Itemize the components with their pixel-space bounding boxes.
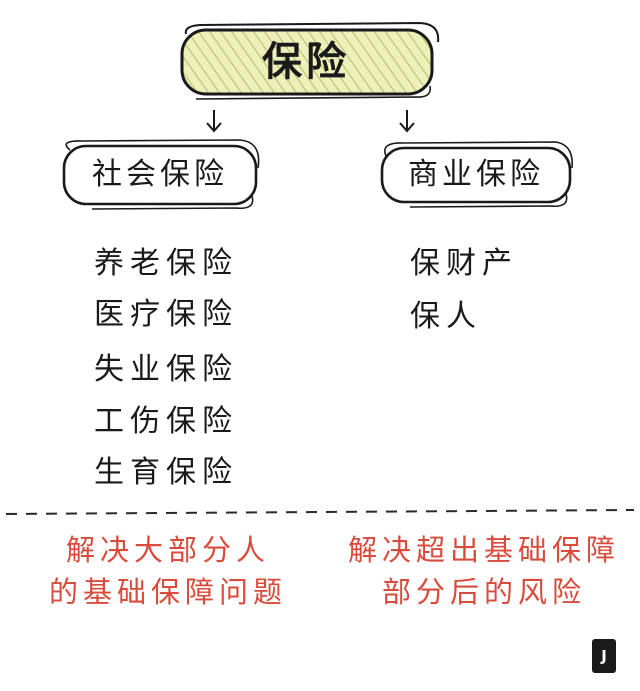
commercial-insurance-label: 商业保险	[408, 157, 544, 192]
social-item-work-injury: 工伤保险	[94, 404, 238, 439]
commercial-note-line-1: 解决超出基础保障	[347, 533, 620, 567]
dashed-separator	[5, 509, 635, 515]
social-insurance-box	[62, 139, 260, 210]
root-box	[180, 21, 440, 100]
commercial-note-line-2: 部分后的风险	[381, 575, 586, 609]
commercial-item-property: 保财产	[410, 246, 518, 281]
arrow-to-commercial	[399, 110, 415, 133]
logo-badge: J	[592, 639, 616, 673]
social-note-line-1: 解决大部分人	[65, 533, 270, 567]
social-item-maternity: 生育保险	[94, 455, 238, 490]
social-insurance-label: 社会保险	[92, 157, 228, 192]
social-item-medical: 医疗保险	[94, 297, 238, 332]
arrow-to-social	[206, 110, 222, 133]
social-note-line-2: 的基础保障问题	[48, 575, 287, 609]
social-item-unemployment: 失业保险	[94, 352, 238, 387]
root-label: 保险	[262, 39, 350, 85]
social-item-pension: 养老保险	[94, 246, 238, 281]
commercial-item-person: 保人	[410, 299, 482, 334]
commercial-insurance-box	[380, 141, 573, 208]
